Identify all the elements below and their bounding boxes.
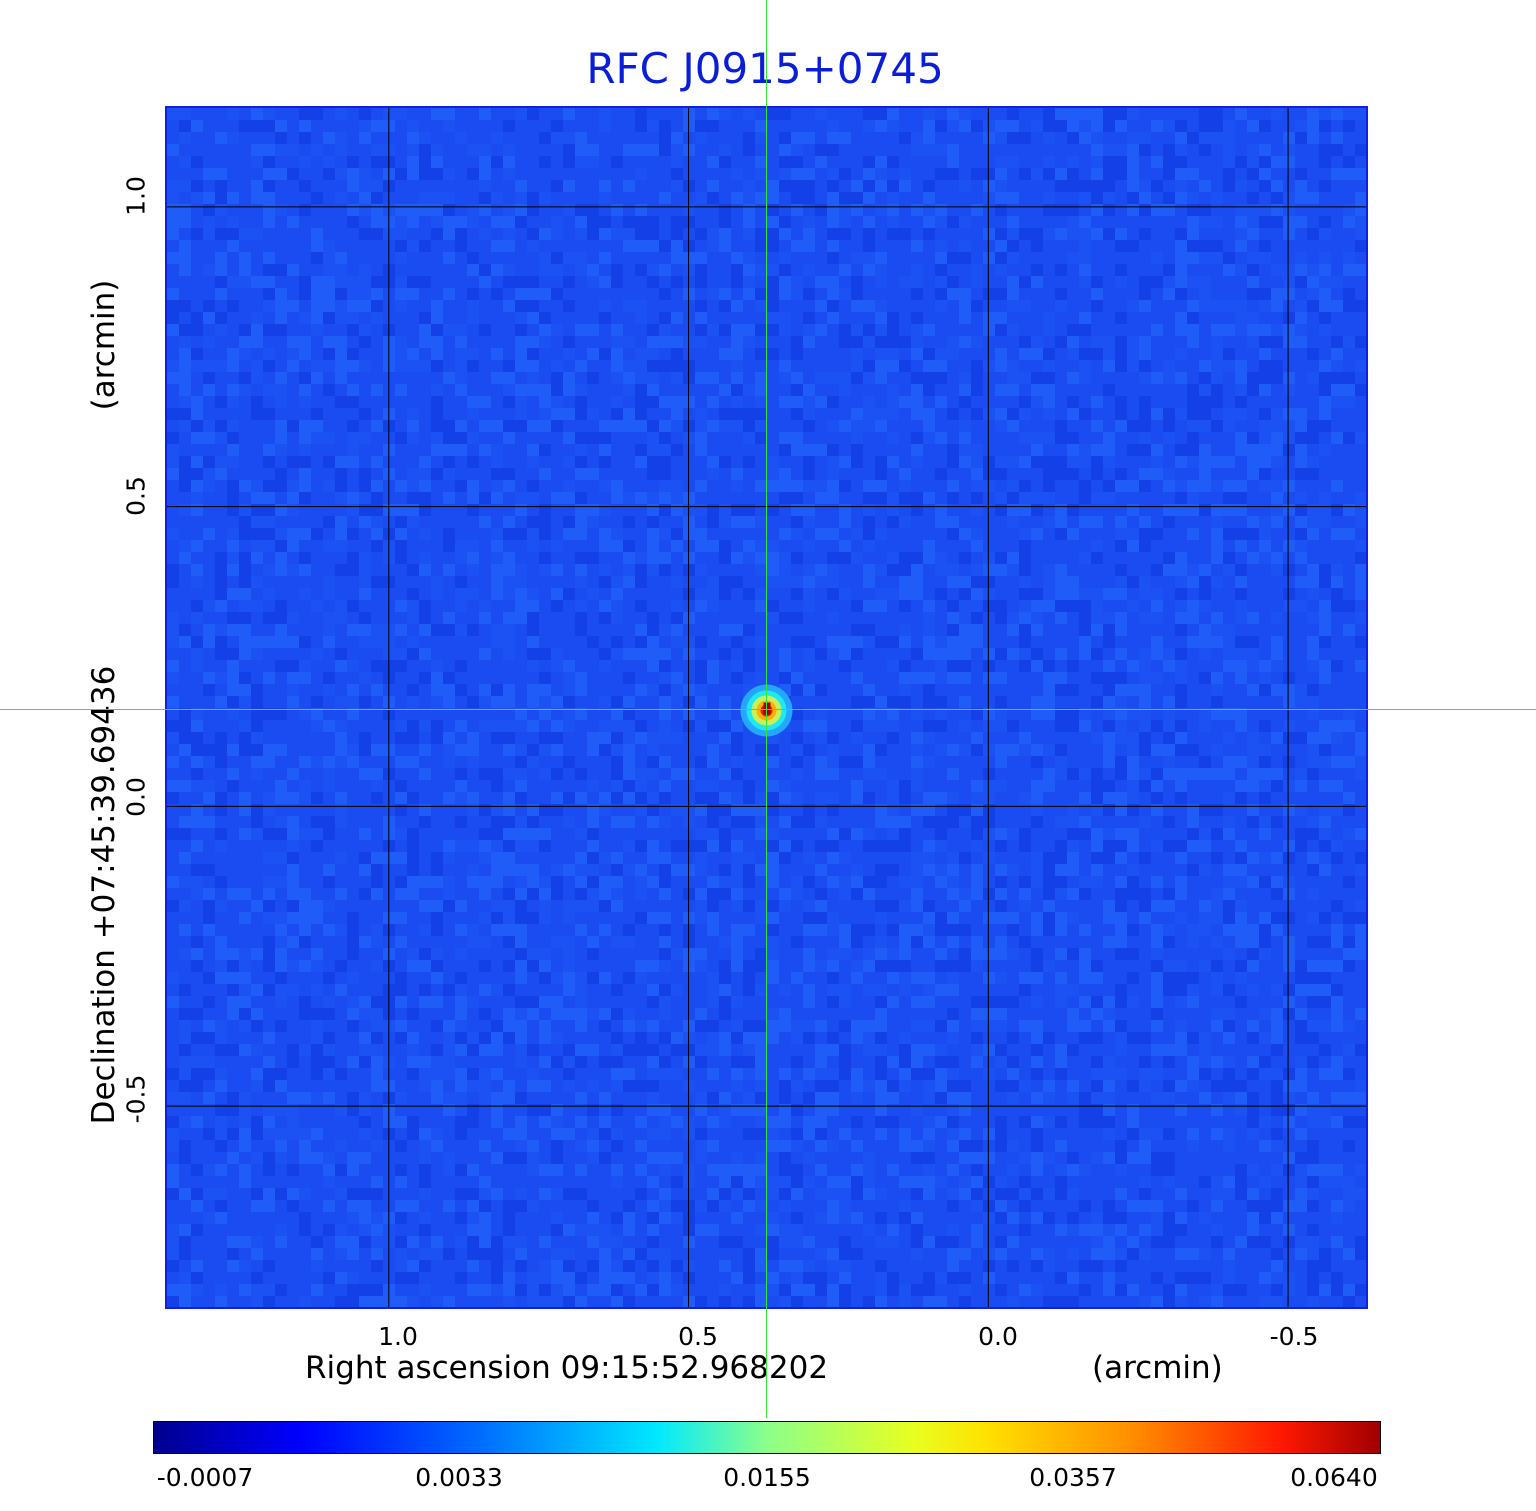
colorbar-tick-label: 0.0033 — [415, 1463, 503, 1492]
y-tick-label: -0.5 — [121, 1074, 151, 1124]
colorbar-tick-label: 0.0155 — [723, 1463, 811, 1492]
crosshair-horizontal — [0, 709, 1536, 710]
y-axis-label: Declination +07:45:39.69436 — [86, 665, 122, 1125]
x-tick-label: 0.5 — [678, 1322, 718, 1351]
y-tick-label: 0.5 — [121, 476, 151, 516]
colorbar-tick-label: 0.0357 — [1029, 1463, 1117, 1492]
y-axis-unit: (arcmin) — [86, 279, 122, 411]
noise-pixels — [167, 108, 1366, 1307]
x-axis-unit: (arcmin) — [1092, 1350, 1223, 1386]
source-peak — [763, 702, 771, 715]
x-tick-label: 0.0 — [978, 1322, 1018, 1351]
y-tick-label: 0.0 — [121, 777, 151, 817]
colorbar — [153, 1421, 1381, 1454]
y-tick-label: 1.0 — [121, 176, 151, 216]
x-axis-label: Right ascension 09:15:52.968202 — [305, 1350, 829, 1386]
colorbar-tick-label: -0.0007 — [156, 1463, 254, 1492]
colorbar-tick-label: 0.0640 — [1290, 1463, 1378, 1492]
chart-title: RFC J0915+0745 — [586, 44, 944, 93]
x-tick-label: 1.0 — [378, 1322, 418, 1351]
x-tick-label: -0.5 — [1269, 1322, 1319, 1351]
